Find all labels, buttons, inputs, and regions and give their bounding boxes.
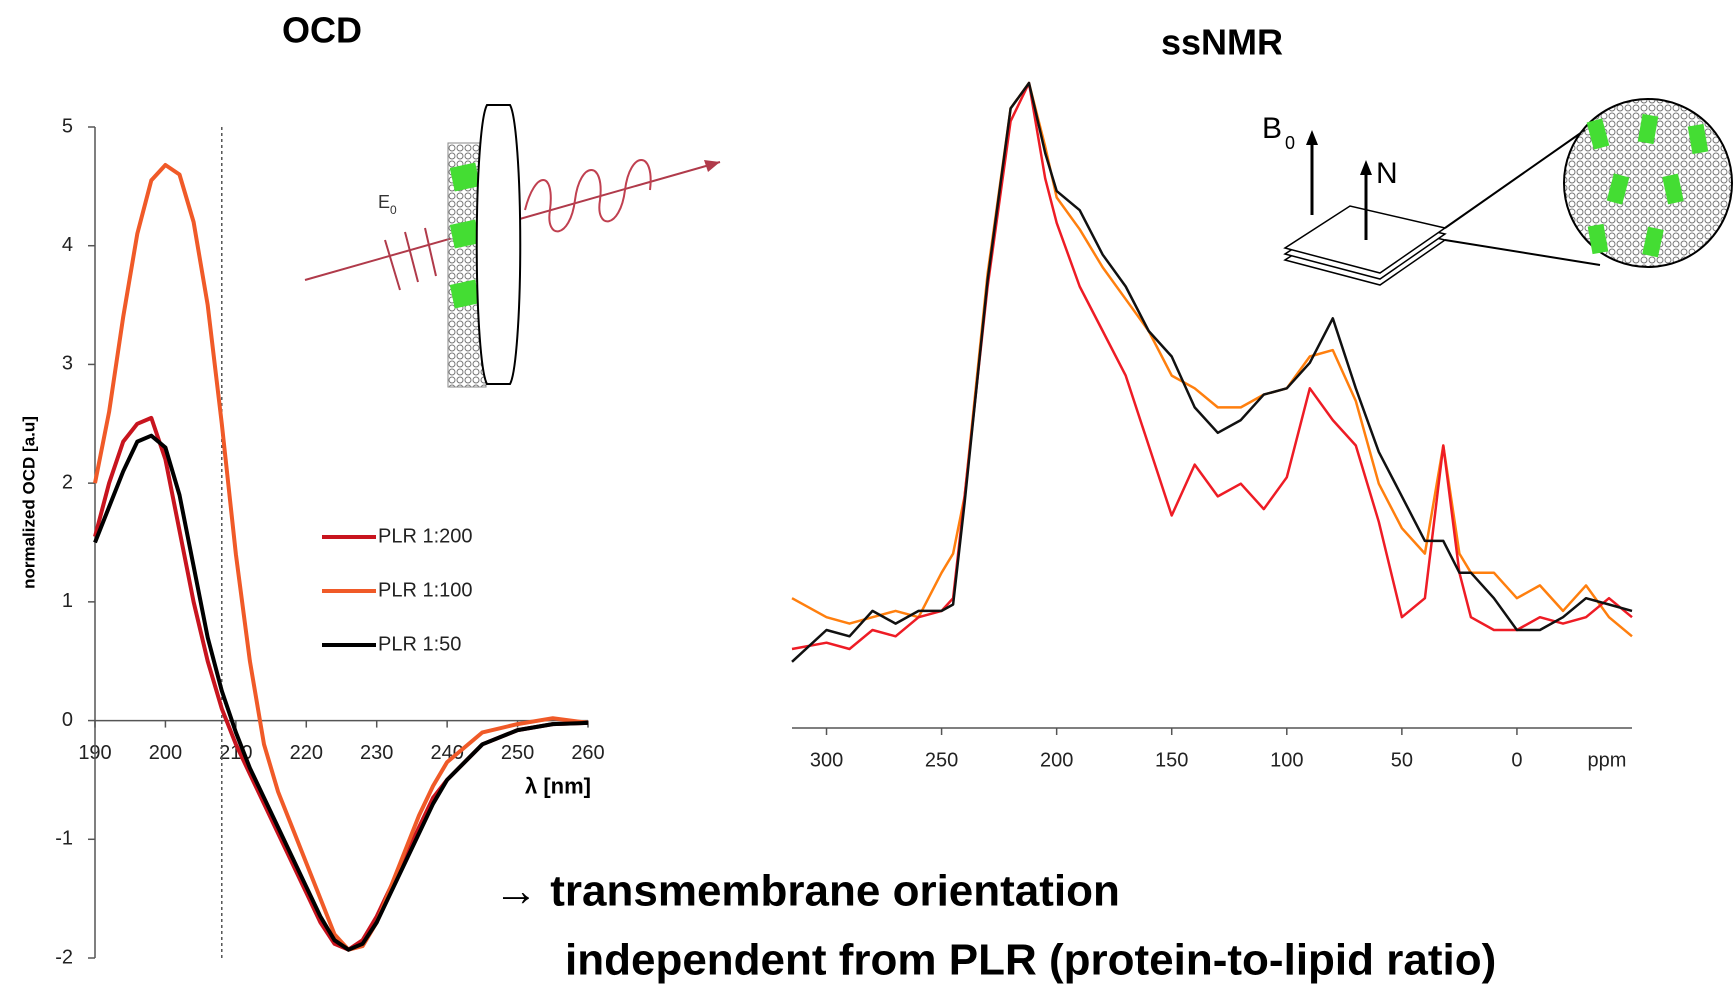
series-line: [93, 433, 589, 952]
series-line: [93, 415, 589, 952]
y-tick-label: -1: [55, 828, 73, 850]
conclusion-line: → transmembrane orientation: [494, 867, 1120, 916]
x-tick-label: 230: [360, 742, 393, 764]
field-subscript: 0: [390, 203, 397, 217]
x-tick-label: 260: [571, 742, 604, 764]
chart-title: OCD: [282, 10, 362, 51]
normal-label: N: [1376, 157, 1398, 190]
x-tick-label: 240: [430, 742, 463, 764]
x-tick-label: 150: [1155, 749, 1188, 771]
chart-title: ssNMR: [1161, 22, 1283, 63]
x-tick-label: 200: [149, 742, 182, 764]
field-subscript: 0: [1285, 133, 1295, 153]
legend-label: PLR 1:200: [378, 525, 473, 547]
x-tick-label: 300: [810, 749, 843, 771]
series-line: [93, 163, 589, 952]
ocd-illustration: E 0: [304, 104, 721, 388]
series-line: [791, 81, 1633, 651]
series-line: [791, 81, 1633, 663]
y-tick-label: 4: [62, 234, 73, 256]
y-axis-label: normalized OCD [a.u]: [19, 416, 38, 589]
x-tick-label: 250: [925, 749, 958, 771]
y-tick-label: 0: [62, 709, 73, 731]
y-tick-label: -2: [55, 946, 73, 968]
x-tick-label: 250: [501, 742, 534, 764]
y-tick-label: 2: [62, 471, 73, 493]
field-symbol: E: [378, 192, 390, 212]
nmr-illustration: B 0 N: [1262, 98, 1733, 286]
x-tick-label: 50: [1391, 749, 1413, 771]
x-tick-label: 100: [1270, 749, 1303, 771]
x-axis-label: ppm: [1588, 749, 1627, 771]
y-tick-label: 3: [62, 353, 73, 375]
legend-label: PLR 1:100: [378, 579, 473, 601]
field-symbol: B: [1262, 112, 1282, 145]
x-tick-label: 220: [290, 742, 323, 764]
x-tick-label: 0: [1511, 749, 1522, 771]
x-axis-label: λ [nm]: [525, 773, 591, 798]
y-tick-label: 5: [62, 115, 73, 137]
conclusion-line: independent from PLR (protein-to-lipid r…: [565, 936, 1496, 985]
series-line: [791, 81, 1633, 638]
legend-label: PLR 1:50: [378, 633, 461, 655]
x-tick-label: 200: [1040, 749, 1073, 771]
y-tick-label: 1: [62, 590, 73, 612]
